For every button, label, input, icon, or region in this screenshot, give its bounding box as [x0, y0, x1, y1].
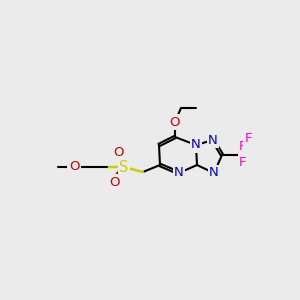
- Text: O: O: [69, 160, 79, 173]
- Text: N: N: [174, 167, 184, 179]
- Text: S: S: [119, 160, 129, 175]
- Text: N: N: [208, 134, 218, 146]
- Text: O: O: [109, 176, 119, 188]
- Text: F: F: [239, 157, 247, 169]
- Text: F: F: [239, 140, 247, 154]
- Text: O: O: [170, 116, 180, 128]
- Text: N: N: [191, 139, 201, 152]
- Text: F: F: [244, 133, 252, 146]
- Text: N: N: [209, 167, 219, 179]
- Text: O: O: [114, 146, 124, 158]
